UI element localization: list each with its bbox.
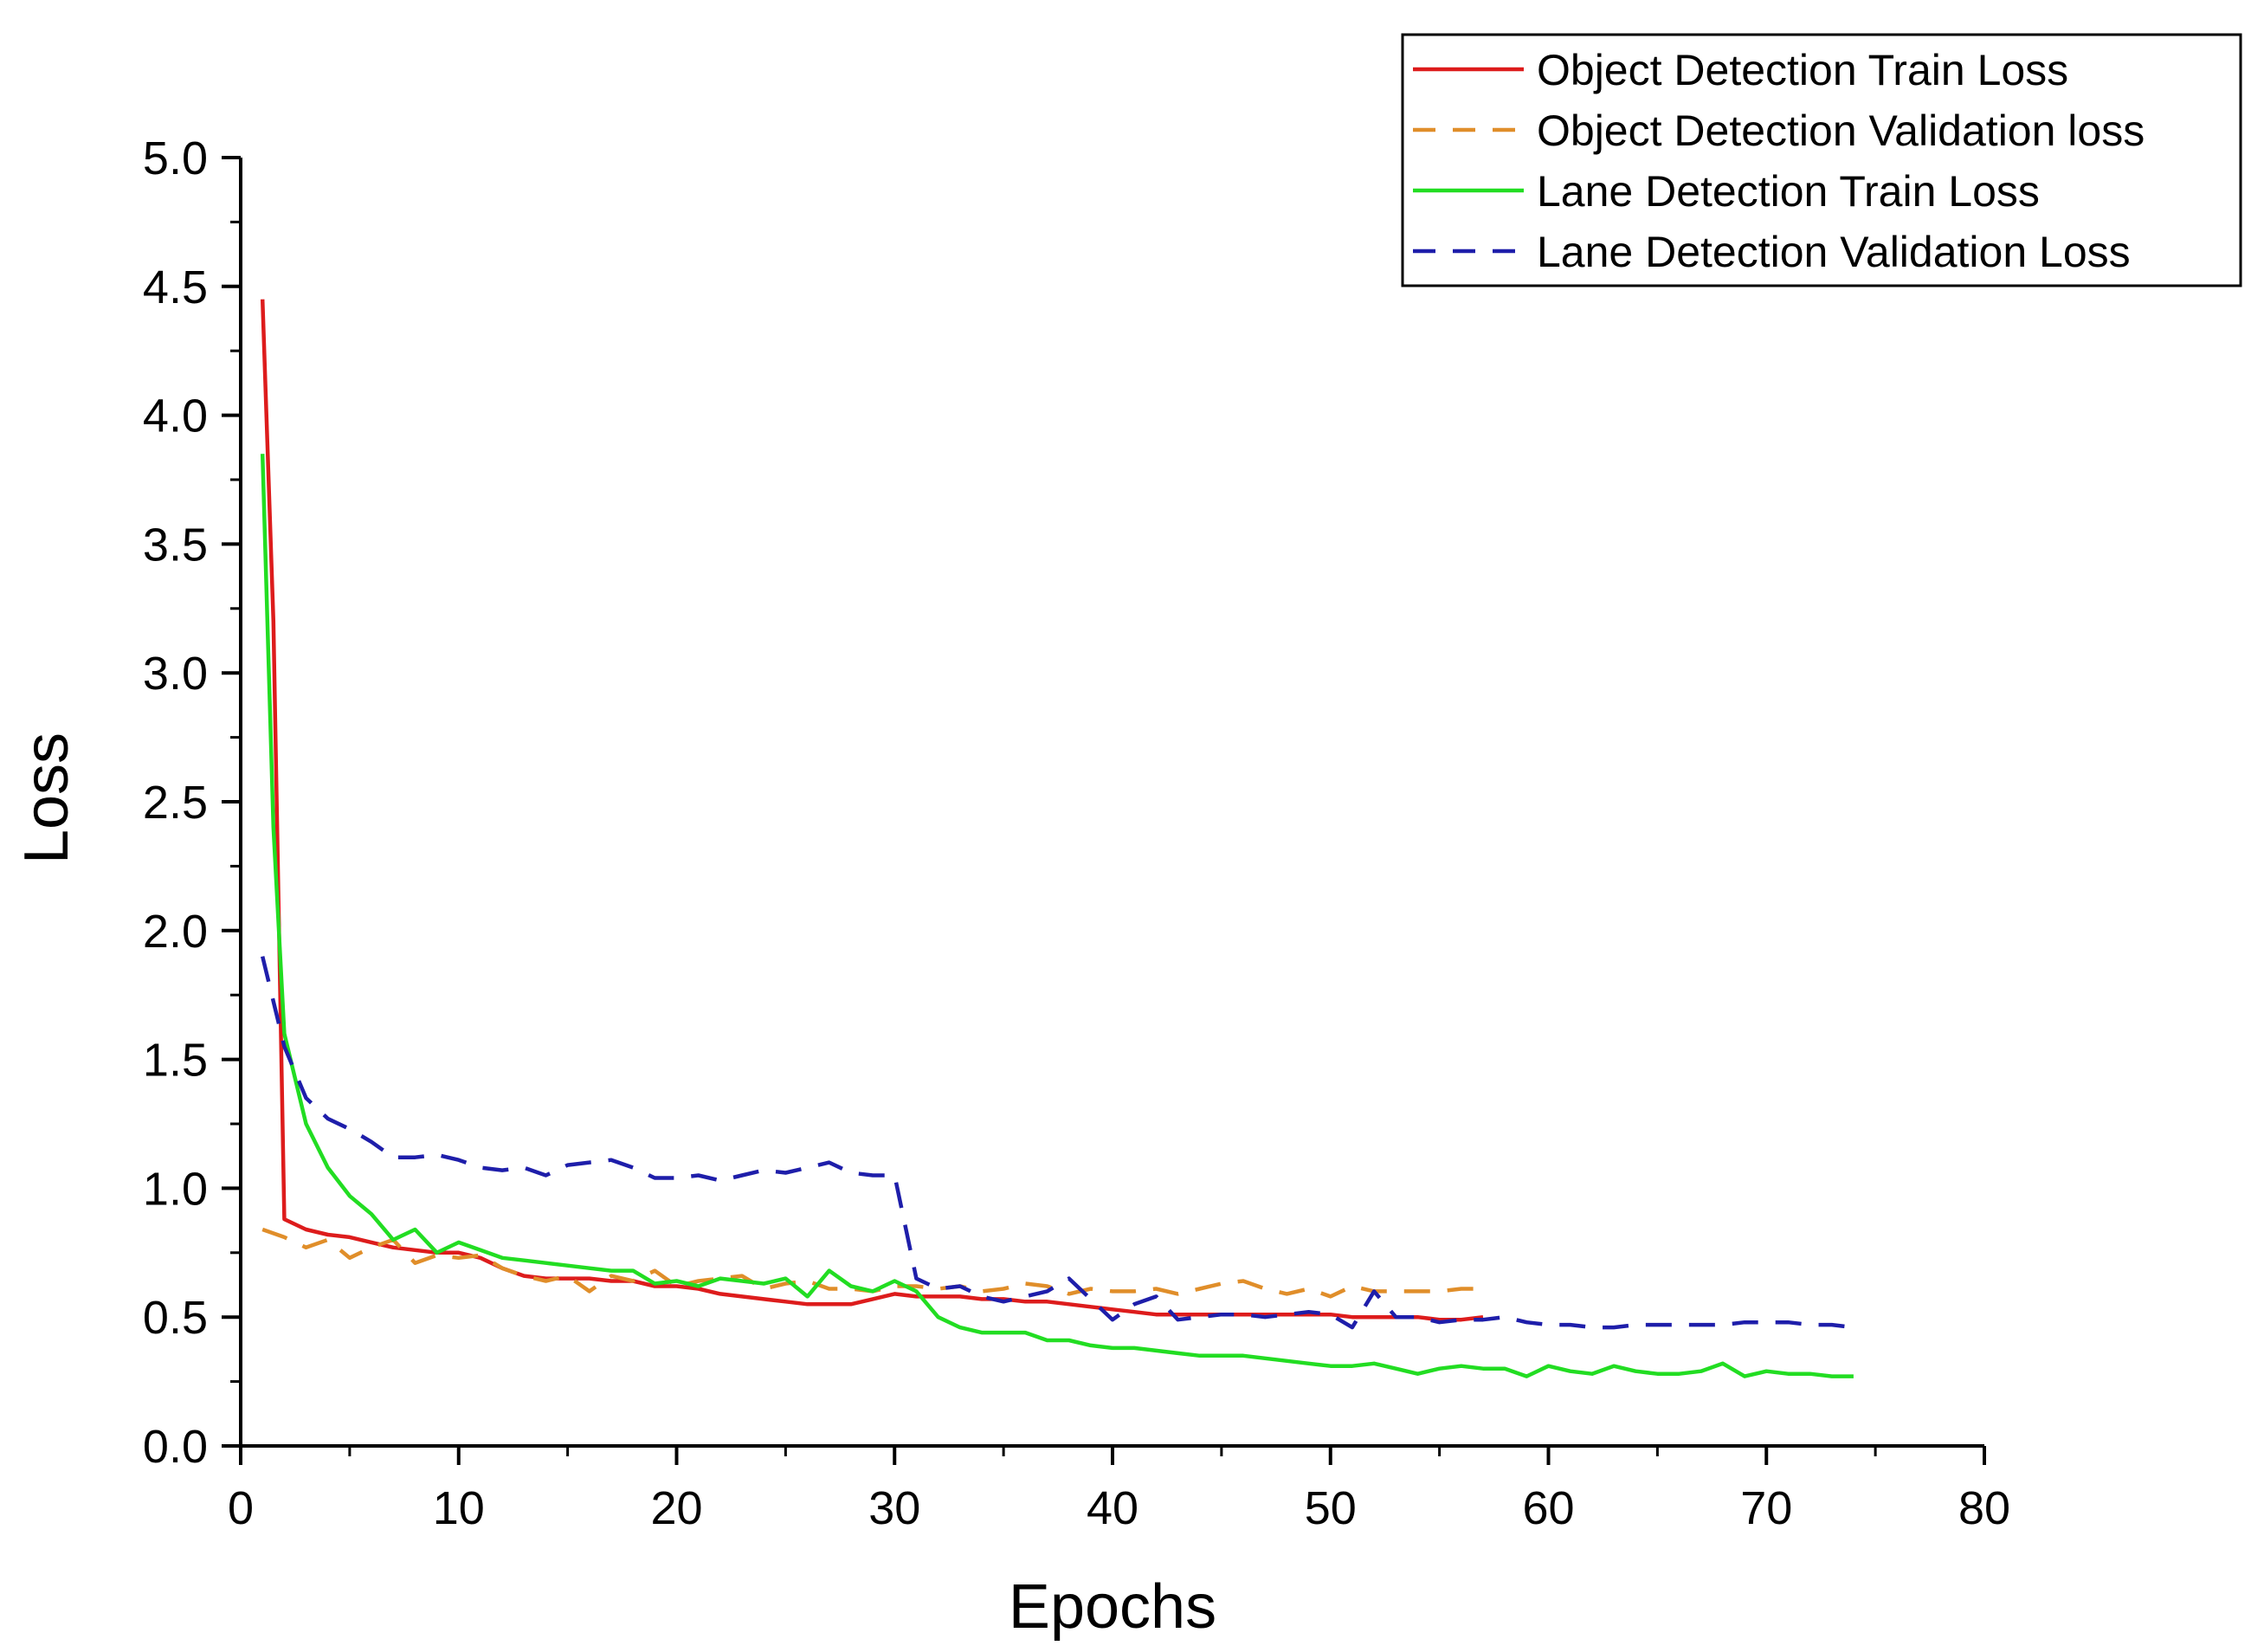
legend-label-1: Object Detection Train Loss xyxy=(1537,46,2068,94)
x-tick-label: 30 xyxy=(868,1482,920,1534)
y-tick-label: 3.0 xyxy=(143,648,208,700)
legend-label-3: Lane Detection Train Loss xyxy=(1537,167,2040,216)
y-tick-label: 4.0 xyxy=(143,390,208,442)
series-line-3 xyxy=(260,454,1854,1378)
y-tick-label: 5.0 xyxy=(143,132,208,184)
y-tick-label: 3.5 xyxy=(143,519,208,571)
y-tick-label: 2.0 xyxy=(143,906,208,958)
y-tick-label: 1.5 xyxy=(143,1035,208,1087)
legend-label-4: Lane Detection Validation Loss xyxy=(1537,228,2131,276)
x-tick-label: 60 xyxy=(1522,1482,1574,1534)
y-tick-label: 0.0 xyxy=(143,1421,208,1473)
x-tick-label: 40 xyxy=(1087,1482,1138,1534)
y-tick-label: 0.5 xyxy=(143,1292,208,1344)
y-axis-title: Loss xyxy=(12,732,81,864)
legend-label-2: Object Detection Validation loss xyxy=(1537,106,2145,155)
x-tick-label: 20 xyxy=(650,1482,702,1534)
x-axis-title: Epochs xyxy=(1009,1572,1216,1642)
y-tick-label: 2.5 xyxy=(143,777,208,829)
x-tick-label: 10 xyxy=(433,1482,485,1534)
x-tick-label: 50 xyxy=(1305,1482,1357,1534)
series-line-4 xyxy=(261,956,1854,1330)
x-tick-label: 80 xyxy=(1958,1482,2010,1534)
legend: Object Detection Train Loss Object Detect… xyxy=(1401,33,2242,287)
legend-box xyxy=(1401,33,2242,287)
y-tick-label: 1.0 xyxy=(143,1163,208,1215)
x-tick-label: 70 xyxy=(1740,1482,1792,1534)
axes: 0 10 20 30 40 50 60 70 80 0.0 0.5 1.0 1.5 2.0 2.5 3.0 3.… xyxy=(143,132,2010,1534)
x-tick-label: 0 xyxy=(228,1482,254,1534)
series-lines xyxy=(260,299,1854,1378)
y-tick-label: 4.5 xyxy=(143,261,208,313)
